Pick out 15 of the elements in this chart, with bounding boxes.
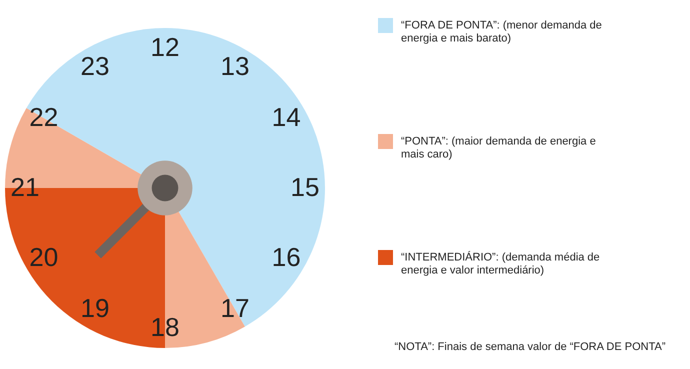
text: 17 xyxy=(220,293,250,324)
text: 15 xyxy=(290,172,320,202)
text: 23 xyxy=(80,50,110,81)
text: 20 xyxy=(29,242,58,272)
text: “NOTA”: Finais de semana valor de “FORA DE PONTA” xyxy=(394,341,666,353)
text: 16 xyxy=(272,242,301,272)
legend-label: “PONTA”: (maior demanda de energia e mais caro) xyxy=(401,136,596,160)
text: 13 xyxy=(220,50,250,81)
text: 22 xyxy=(29,102,58,132)
text: 21 xyxy=(10,172,40,202)
text: 19 xyxy=(80,293,110,324)
legend-label: “INTERMEDIÁRIO”: (demanda média de energia e valor intermediário) xyxy=(401,250,600,276)
legend-label: “FORA DE PONTA”: (menor demanda de energia e mais barato) xyxy=(401,20,602,44)
text: 14 xyxy=(272,102,301,132)
text: 12 xyxy=(150,32,180,62)
